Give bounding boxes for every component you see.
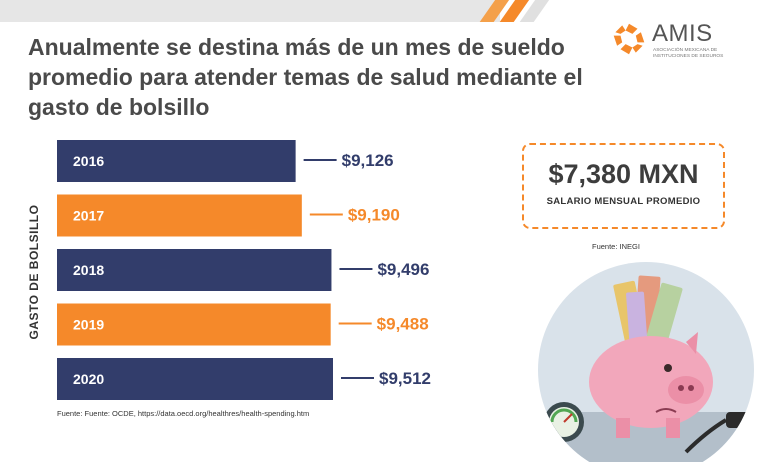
value-label: $9,488 <box>377 315 429 334</box>
category-label: 2017 <box>73 208 104 224</box>
bar-2020 <box>57 358 333 400</box>
category-label: 2018 <box>73 262 104 278</box>
salary-source: Fuente: INEGI <box>592 242 640 251</box>
salary-box: $7,380 MXN SALARIO MENSUAL PROMEDIO <box>522 143 725 229</box>
bar-2018 <box>57 249 332 291</box>
logo-name: AMIS <box>652 20 713 47</box>
value-label: $9,496 <box>377 260 429 279</box>
category-label: 2019 <box>73 317 104 333</box>
logo-subtitle: ASOCIACIÓN MEXICANA DE INSTITUCIONES DE … <box>653 48 724 59</box>
value-label: $9,190 <box>348 206 400 225</box>
amis-logo-icon <box>613 23 645 55</box>
top-grey-band <box>0 0 500 22</box>
bar-2017 <box>57 194 302 237</box>
page-title: Anualmente se destina más de un mes de s… <box>28 34 583 120</box>
chart-source: Fuente: Fuente: OCDE, https://data.oecd.… <box>57 409 310 418</box>
bar-2016 <box>57 140 296 182</box>
value-label: $9,126 <box>342 151 394 170</box>
salary-value: $7,380 MXN <box>548 159 699 189</box>
top-decorative-bar <box>0 0 768 22</box>
category-label: 2016 <box>73 153 104 169</box>
bar-2019 <box>57 303 331 346</box>
value-label: $9,512 <box>379 369 431 388</box>
piggy-bank-illustration <box>538 262 754 462</box>
salary-label: SALARIO MENSUAL PROMEDIO <box>546 196 701 207</box>
amis-logo: AMIS ASOCIACIÓN MEXICANA DE INSTITUCIONE… <box>612 18 752 66</box>
category-label: 2020 <box>73 371 104 387</box>
